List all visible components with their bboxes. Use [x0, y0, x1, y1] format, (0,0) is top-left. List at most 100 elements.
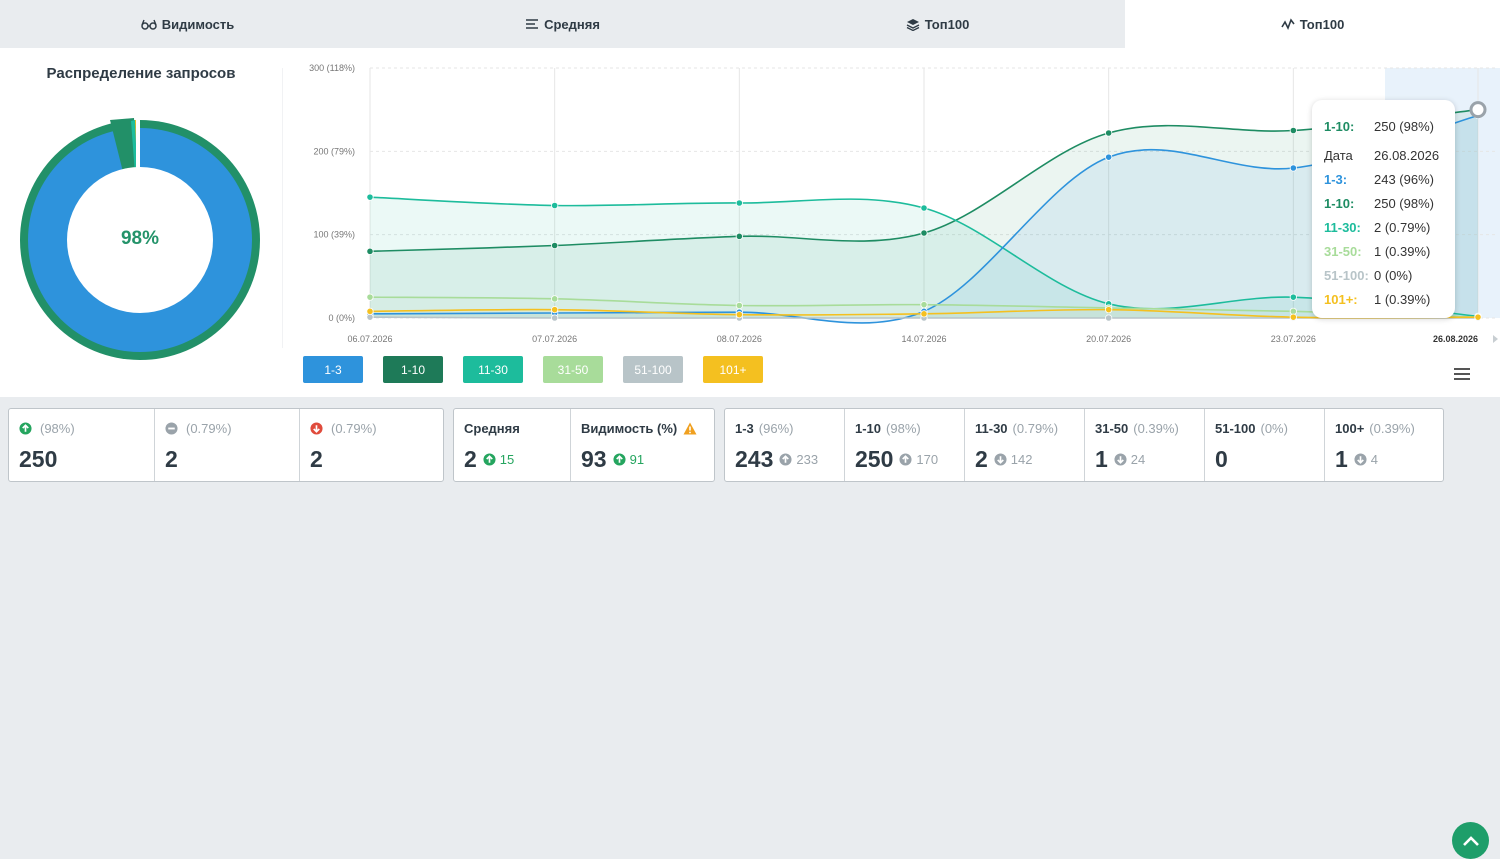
stat-range-value-row: 250 170	[855, 446, 938, 473]
layers-icon	[906, 18, 919, 31]
scroll-up-button[interactable]	[1452, 822, 1489, 859]
divider	[1324, 409, 1325, 481]
tooltip-value: 1 (0.39%)	[1374, 243, 1431, 259]
scroll-right-icon	[1493, 335, 1498, 343]
stat-range-prev-value: 142	[1010, 452, 1033, 467]
warning-icon[interactable]	[683, 422, 697, 435]
stat-range-prev: 170	[899, 452, 938, 467]
data-point-1-10	[735, 232, 743, 240]
data-point-11-30	[551, 201, 559, 210]
stat-range-header: 100+ (0.39%)	[1335, 421, 1415, 436]
stat-range-header: 51-100 (0%)	[1215, 421, 1288, 436]
stat-up-header: (98%)	[19, 421, 75, 436]
series-area-101+	[370, 309, 1478, 318]
tooltip-date-key: Дата	[1324, 147, 1353, 163]
stat-range-header: 31-50 (0.39%)	[1095, 421, 1179, 436]
stat-range-value-row: 0	[1215, 446, 1228, 473]
stat-visibility-header: Видимость (%)	[581, 421, 697, 436]
tooltip-header: 1-10: 250 (98%)	[1324, 117, 1434, 135]
tab-visibility[interactable]: Видимость	[0, 0, 375, 48]
arrow-up-circle-icon	[899, 453, 912, 466]
stat-range-2: 11-30 (0.79%) 2 142	[965, 409, 1084, 481]
stat-down-pct: (0.79%)	[331, 421, 377, 436]
stat-average-change: 15	[483, 452, 514, 467]
chart-panel: Распределение запросов 98% 0 (0%) 100 (39…	[0, 48, 1500, 397]
tab-top100-dynamics[interactable]: Топ100	[1125, 0, 1500, 48]
arrow-down-circle-icon	[994, 453, 1007, 466]
tab-average[interactable]: Средняя	[375, 0, 750, 48]
arrow-up-circle-icon	[779, 453, 792, 466]
data-point-1-10	[1289, 126, 1297, 135]
divider	[844, 409, 845, 481]
stat-visibility: Видимость (%) 93 91	[571, 409, 715, 481]
x-tick-label: 06.07.2026	[347, 334, 392, 344]
stat-range-3: 31-50 (0.39%) 1 24	[1085, 409, 1204, 481]
data-point-51-100	[551, 314, 559, 322]
tooltip-row-1-3: 1-3: 243 (96%)	[1324, 170, 1434, 188]
stat-average: Средняя 2 15	[454, 409, 570, 481]
donut-title: Распределение запросов	[46, 65, 236, 82]
stats-average-box: Средняя 2 15 Видимость (%) 93 91	[453, 408, 715, 482]
tooltip-key: 101+:	[1324, 291, 1358, 307]
x-tick-label: 20.07.2026	[1086, 334, 1131, 344]
data-point-101+	[1105, 306, 1113, 314]
stat-visibility-value: 93	[581, 446, 607, 472]
divider	[154, 409, 155, 481]
x-tick-label: 14.07.2026	[901, 334, 946, 344]
data-point-11-30	[920, 204, 928, 212]
series-area-11-30	[370, 197, 1478, 318]
tooltip-value: 250 (98%)	[1374, 195, 1434, 211]
data-point-31-50	[551, 295, 559, 303]
tooltip-row-1-10: 1-10: 250 (98%)	[1324, 194, 1434, 212]
data-point-101+	[735, 311, 743, 319]
legend-1-10[interactable]: 1-10	[383, 356, 443, 383]
tooltip-date-value: 26.08.2026	[1374, 147, 1440, 163]
tab-top100-dynamics-label: Топ100	[1299, 16, 1345, 32]
series-area-1-10	[370, 109, 1478, 318]
stat-range-label: 51-100	[1215, 421, 1256, 436]
stat-range-pct: (0.39%)	[1369, 421, 1415, 436]
tab-visibility-label: Видимость	[161, 16, 235, 32]
stat-same-header: (0.79%)	[165, 421, 232, 436]
glasses-icon	[141, 19, 157, 30]
stat-same-pct: (0.79%)	[186, 421, 232, 436]
data-point-101+	[366, 307, 374, 315]
legend-1-3[interactable]: 1-3	[303, 356, 363, 383]
tab-top100[interactable]: Топ100	[750, 0, 1125, 48]
stat-range-value-row: 2 142	[975, 446, 1033, 473]
donut-center-label: 98%	[120, 228, 160, 249]
tooltip-row-31-50: 31-50: 1 (0.39%)	[1324, 242, 1430, 260]
legend-31-50[interactable]: 31-50	[543, 356, 603, 383]
stat-average-change-value: 15	[499, 452, 515, 467]
stat-range-header: 1-3 (96%)	[735, 421, 793, 436]
average-lines-icon	[526, 19, 539, 29]
legend-101[interactable]: 101+	[703, 356, 763, 383]
stat-down-value: 2	[310, 446, 323, 472]
stat-up: (98%) 250	[9, 409, 154, 481]
stat-range-label: 100+	[1335, 421, 1365, 436]
y-tick-label: 300 (118%)	[309, 63, 355, 73]
distribution-donut	[20, 114, 260, 360]
stat-range-value: 1	[1095, 446, 1108, 472]
x-tick-label: 26.08.2026	[1433, 334, 1478, 344]
data-point-51-100	[1105, 314, 1113, 322]
legend-51-100[interactable]: 51-100	[623, 356, 683, 383]
tooltip-value: 1 (0.39%)	[1374, 291, 1431, 307]
legend-11-30[interactable]: 11-30	[463, 356, 523, 383]
stat-range-pct: (98%)	[886, 421, 921, 436]
stat-visibility-change: 91	[613, 452, 644, 467]
stat-down-header: (0.79%)	[310, 421, 377, 436]
tab-bar: Видимость Средняя Топ100 Топ100	[0, 0, 1500, 48]
stat-range-pct: (96%)	[758, 421, 794, 436]
stat-range-pct: (0%)	[1260, 421, 1288, 436]
chart-menu-icon[interactable]	[1453, 367, 1471, 381]
tooltip-header-key: 1-10:	[1324, 118, 1355, 134]
stat-visibility-change-value: 91	[629, 452, 645, 467]
arrow-down-circle-icon	[1354, 453, 1367, 466]
data-point-1-10	[920, 229, 928, 237]
arrow-up-circle-icon	[613, 453, 626, 466]
stat-range-value-row: 1 24	[1095, 446, 1145, 473]
tab-average-label: Средняя	[544, 16, 600, 32]
stat-range-pct: (0.79%)	[1012, 421, 1059, 436]
